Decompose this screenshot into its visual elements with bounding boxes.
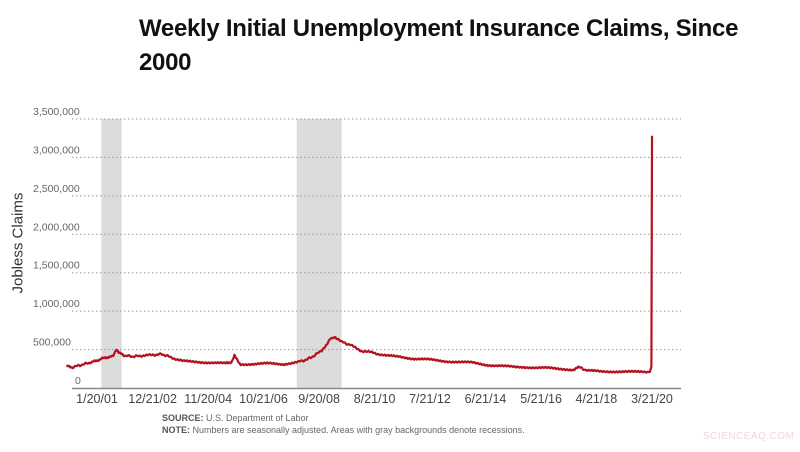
y-tick-label: 500,000: [33, 337, 71, 349]
x-tick-label: 7/21/12: [409, 392, 451, 406]
y-axis-ticks: 0 500,000 1,000,000 1,500,000 2,000,000 2,500…: [33, 106, 81, 387]
y-tick-label: 2,000,000: [33, 221, 80, 233]
x-tick-label: 3/21/20: [631, 392, 673, 406]
recession-bands: [101, 119, 342, 388]
x-tick-label: 9/20/08: [298, 392, 340, 406]
y-tick-label: 3,000,000: [33, 144, 80, 156]
x-tick-label: 11/20/04: [184, 392, 232, 406]
chart-notes: SOURCE: U.S. Department of Labor NOTE: N…: [162, 412, 525, 436]
y-tick-label: 2,500,000: [33, 183, 80, 195]
y-tick-label: 1,500,000: [33, 260, 80, 272]
gridlines: [72, 118, 681, 351]
x-tick-label: 1/20/01: [76, 392, 118, 406]
chart-title: Weekly Initial Unemployment Insurance Cl…: [139, 15, 739, 76]
recession-band: [101, 119, 122, 388]
note-label: NOTE:: [162, 425, 190, 435]
y-tick-label: 0: [75, 375, 81, 387]
x-tick-label: 4/21/18: [576, 392, 618, 406]
y-tick-label: 1,000,000: [33, 298, 80, 310]
x-axis-ticks: 1/20/01 12/21/02 11/20/04 10/21/06 9/20/08 8/…: [76, 392, 673, 406]
watermark: SCIENCEAQ.COM: [703, 431, 795, 442]
claims-series-line: [65, 135, 654, 374]
x-tick-label: 8/21/10: [354, 392, 396, 406]
note-line: NOTE: Numbers are seasonally adjusted. A…: [162, 424, 525, 436]
x-tick-label: 10/21/06: [239, 392, 288, 406]
source-line: SOURCE: U.S. Department of Labor: [162, 412, 525, 424]
recession-band: [296, 119, 342, 388]
x-tick-label: 5/21/16: [520, 392, 562, 406]
y-tick-label: 3,500,000: [33, 106, 80, 118]
note-text: Numbers are seasonally adjusted. Areas w…: [190, 425, 525, 435]
source-label: SOURCE:: [162, 413, 204, 423]
source-text: U.S. Department of Labor: [203, 413, 309, 423]
x-tick-label: 12/21/02: [128, 392, 177, 406]
x-tick-label: 6/21/14: [465, 392, 507, 406]
